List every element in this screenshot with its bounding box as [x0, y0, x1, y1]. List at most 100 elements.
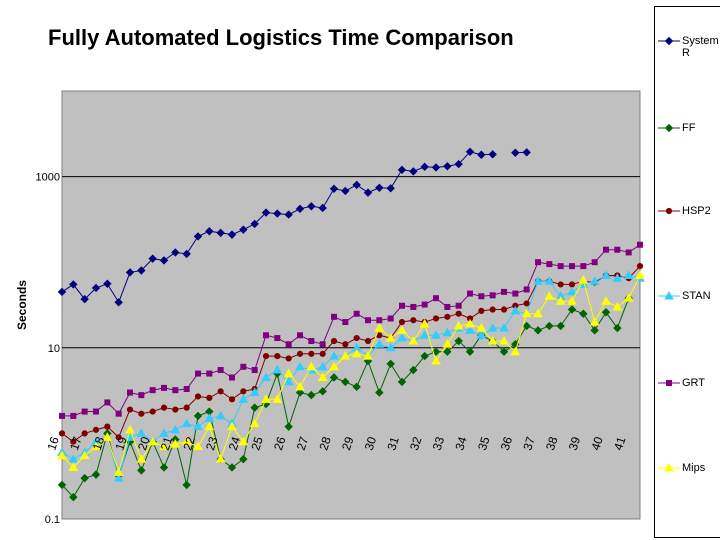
data-point-grt: [161, 384, 167, 391]
y-tick-labels: 0.1 10 1000: [36, 172, 60, 526]
data-point-mips: [125, 424, 135, 434]
data-point-hsp2: [172, 406, 179, 413]
data-point-mips: [555, 296, 566, 305]
data-point-system-r: [239, 225, 248, 234]
data-point-hsp2: [126, 406, 134, 413]
data-point-grt: [263, 332, 269, 339]
data-point-ff: [295, 388, 305, 397]
data-point-ff: [159, 463, 169, 472]
data-point-stan: [295, 361, 305, 371]
data-point-system-r: [159, 256, 169, 265]
data-point-stan: [487, 323, 498, 332]
data-point-mips: [249, 418, 260, 428]
data-point-grt: [229, 374, 235, 381]
data-point-grt: [149, 387, 156, 394]
data-point-ff: [250, 403, 259, 412]
data-point-system-r: [69, 280, 78, 289]
legend-marker-system-r: [664, 36, 674, 46]
data-point-mips: [465, 318, 475, 328]
data-point-ff: [69, 492, 78, 502]
data-point-mips: [363, 351, 373, 360]
data-point-grt: [93, 408, 99, 415]
data-point-system-r: [227, 230, 237, 239]
data-point-system-r: [375, 183, 384, 193]
data-point-grt: [285, 341, 292, 348]
x-tick-label: 20: [135, 435, 153, 452]
data-point-ff: [318, 387, 327, 396]
x-tick-label: 34: [452, 435, 470, 452]
data-point-stan: [601, 270, 611, 279]
data-point-stan: [476, 330, 487, 339]
data-point-mips: [589, 317, 600, 326]
data-point-mips: [204, 421, 215, 431]
data-point-mips: [306, 361, 317, 371]
data-point-stan: [272, 365, 283, 374]
data-point-stan: [419, 330, 430, 339]
data-point-ff: [499, 347, 509, 356]
data-point-grt: [342, 319, 349, 326]
data-point-mips: [102, 432, 113, 441]
data-point-system-r: [363, 188, 373, 197]
data-point-grt: [467, 290, 473, 297]
data-point-mips: [136, 454, 147, 463]
data-point-hsp2: [557, 281, 564, 288]
data-point-mips: [612, 301, 623, 311]
y-tick-label: 1000: [36, 172, 60, 184]
data-point-stan: [533, 276, 543, 285]
data-point-ff: [556, 321, 565, 331]
data-point-hsp2: [568, 281, 576, 288]
data-point-mips: [408, 336, 419, 345]
y-axis-label: Seconds: [15, 280, 29, 330]
x-tick-label: 33: [430, 435, 448, 452]
data-point-stan: [159, 428, 169, 437]
data-point-system-r: [182, 249, 191, 259]
legend-label: FF: [682, 122, 696, 134]
data-point-mips: [91, 441, 101, 451]
data-point-hsp2: [262, 352, 270, 360]
data-point-mips: [147, 436, 158, 446]
data-point-mips: [181, 436, 192, 446]
data-point-grt: [376, 317, 383, 324]
x-tick-label: 18: [90, 435, 108, 452]
data-point-grt: [444, 303, 451, 310]
data-point-ff: [341, 377, 350, 387]
data-point-grt: [489, 292, 496, 299]
data-point-system-r: [80, 294, 89, 304]
x-tick-label: 30: [362, 435, 380, 452]
chart-title: Fully Automated Logistics Time Compariso…: [48, 25, 514, 50]
data-point-mips: [283, 368, 294, 378]
x-tick-label: 31: [384, 435, 402, 452]
data-point-mips: [544, 291, 555, 300]
legend-item-system-r: System R: [655, 35, 720, 75]
gridlines: [62, 176, 640, 349]
data-point-system-r: [397, 165, 407, 175]
data-point-hsp2: [149, 408, 156, 415]
data-point-ff: [533, 326, 543, 335]
x-tick-label: 24: [226, 435, 244, 452]
data-point-mips: [159, 441, 169, 451]
data-point-mips: [215, 454, 226, 463]
x-tick-label: 29: [339, 435, 357, 452]
data-point-mips: [374, 323, 385, 332]
x-tick-label: 39: [566, 435, 584, 452]
data-point-hsp2: [58, 430, 66, 437]
legend-marker-stan: [664, 290, 674, 300]
data-point-ff: [545, 321, 554, 331]
data-point-ff: [409, 365, 418, 375]
legend-swatch-hsp2: [658, 207, 680, 215]
data-point-system-r: [465, 147, 475, 156]
data-point-hsp2: [274, 352, 281, 360]
data-point-grt: [501, 288, 507, 295]
data-point-mips: [533, 308, 543, 318]
data-point-ff: [329, 373, 339, 382]
data-point-system-r: [318, 203, 327, 213]
legend-label: System R: [682, 35, 719, 59]
data-point-mips: [521, 308, 532, 318]
legend: System R FF HSP2 STAN GRT Mips: [654, 6, 720, 538]
legend-swatch-ff: [658, 123, 680, 133]
data-point-ff: [284, 422, 293, 431]
data-point-ff: [57, 480, 67, 490]
data-point-ff: [579, 309, 588, 318]
data-point-mips: [261, 394, 271, 403]
y-tick-label: 0.1: [45, 514, 60, 526]
